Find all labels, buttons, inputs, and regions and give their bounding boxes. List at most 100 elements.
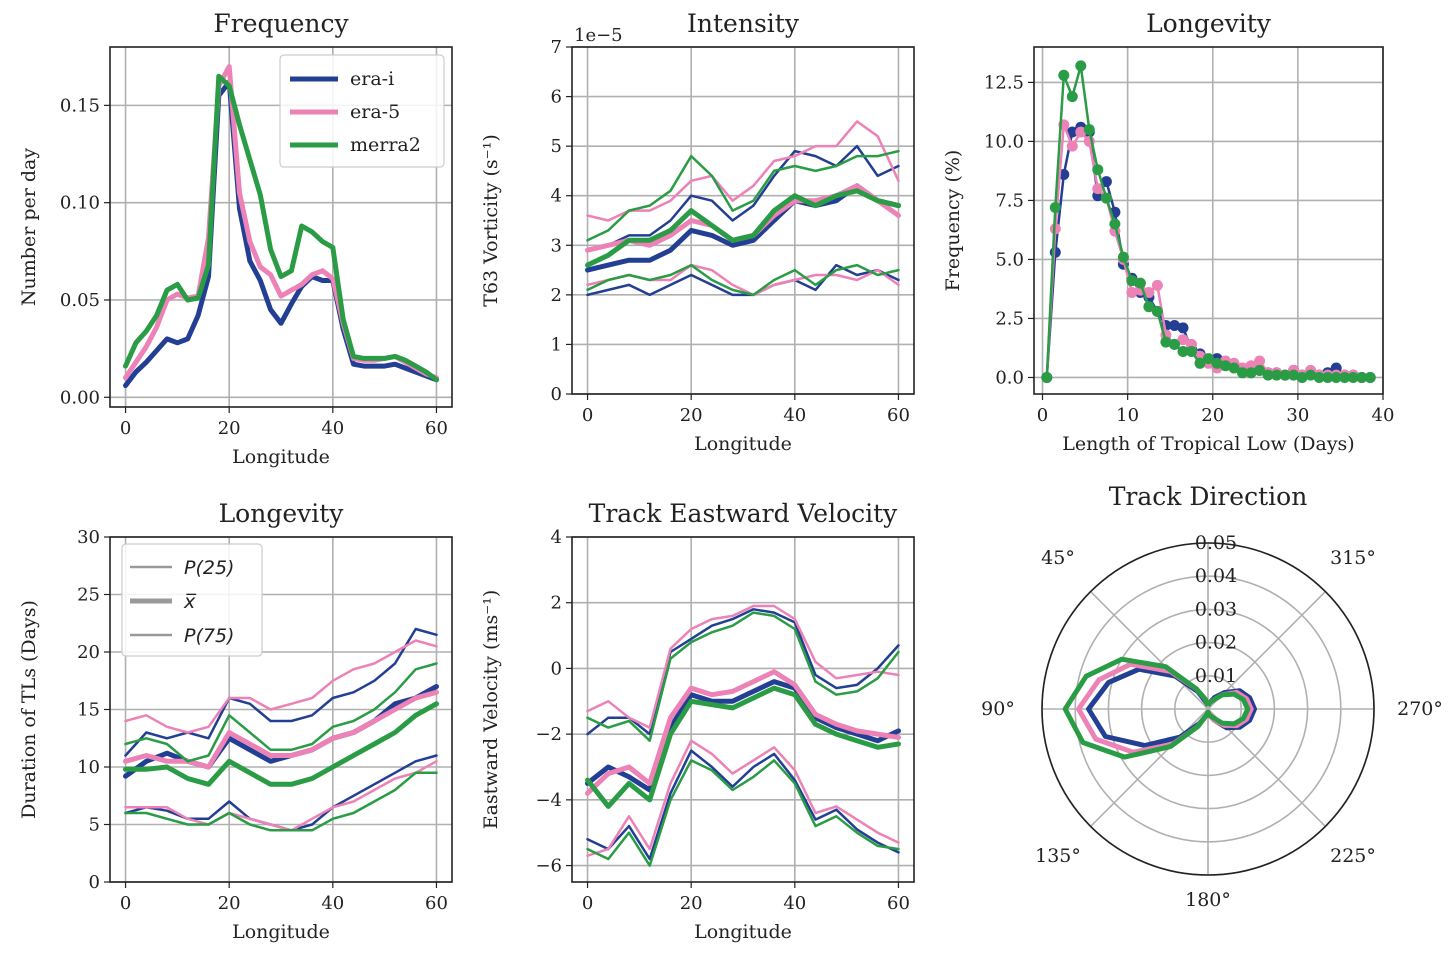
point-merra2 xyxy=(1058,69,1070,81)
legend-label-era-i: era-i xyxy=(350,68,394,90)
y-tick-label: 10.0 xyxy=(984,131,1024,152)
y-tick-label: −4 xyxy=(535,790,562,811)
x-tick-label: 0 xyxy=(582,405,593,426)
panel-longevity_lon: 0 20 40 60 0 5 10 15 20 25 30 Longevity Longitude Dur… xyxy=(18,499,453,943)
series-line-merra2-mean xyxy=(123,701,439,787)
y-tick-label: 2 xyxy=(551,593,562,614)
series-line-era-5-mean xyxy=(585,669,901,796)
x-tick-label: 40 xyxy=(1372,405,1395,426)
point-era-5 xyxy=(1092,183,1104,195)
series-line-merra2-P75 xyxy=(586,149,900,242)
y-axis-label: Frequency (%) xyxy=(942,150,964,292)
y-tick-label: 7 xyxy=(551,37,562,58)
panel-velocity: 0 20 40 60 −6 −4 −2 0 2 4 Track Eastward Velocity L… xyxy=(480,499,915,943)
y-axis-label: Duration of TLs (Days) xyxy=(18,600,40,819)
point-merra2 xyxy=(1220,360,1231,372)
y-tick-label: 25 xyxy=(77,585,100,606)
panel-freq: 0 20 40 60 0.00 0.05 0.10 0.15 Frequency Longitud… xyxy=(18,9,453,468)
point-merra2 xyxy=(1049,202,1061,213)
y-axis-label: T63 Vorticity (s⁻¹) xyxy=(480,134,502,306)
series-line-era-i xyxy=(123,79,439,389)
polar-frame xyxy=(1041,542,1375,876)
point-merra2 xyxy=(1126,275,1138,287)
y-tick-label: 0.00 xyxy=(60,387,100,408)
point-merra2 xyxy=(1194,357,1206,369)
panel-intensity: 0 20 40 60 0 1 2 3 4 5 6 7 Intensity Longitude T63 Vor… xyxy=(480,9,915,455)
polar-grid-spoke xyxy=(1090,591,1209,710)
series-line-era-i-mean xyxy=(585,679,901,793)
panel-direction: 0.01 0.02 0.03 0.04 0.05 45° 315° 90° 270° 135° 22… xyxy=(981,482,1443,911)
y-tick-label: 15 xyxy=(77,700,100,721)
point-merra2 xyxy=(1186,346,1197,357)
y-tick-label: 30 xyxy=(77,527,100,548)
point-merra2 xyxy=(1228,362,1240,374)
x-tick-label: 20 xyxy=(1201,405,1224,426)
point-merra2 xyxy=(1262,369,1274,381)
polar-angle-label: 180° xyxy=(1185,889,1231,911)
point-merra2 xyxy=(1075,60,1087,72)
legend-box xyxy=(121,543,263,657)
legend: era-i era-5 merra2 xyxy=(279,54,445,168)
polar-angle-label: 90° xyxy=(981,698,1015,720)
point-merra2 xyxy=(1211,357,1223,369)
series-line-era-5-P75 xyxy=(586,604,900,729)
series-line-era-i-P25 xyxy=(586,263,900,297)
x-tick-label: 0 xyxy=(120,418,131,439)
point-merra2 xyxy=(1066,91,1078,103)
chart-title: Longevity xyxy=(1146,9,1272,38)
y-tick-label: 5 xyxy=(89,815,100,836)
y-tick-label: −2 xyxy=(535,724,562,745)
series-line-merra2-P25 xyxy=(124,771,438,832)
y-tick-label: 5.0 xyxy=(995,249,1024,270)
series-line-era-5-mean xyxy=(123,689,439,770)
y-tick-label: 4 xyxy=(551,527,562,548)
series-line-merra2-P75 xyxy=(586,611,900,742)
x-tick-label: 60 xyxy=(887,405,910,426)
legend-box xyxy=(279,54,445,168)
y-tick-label: 0.05 xyxy=(60,290,100,311)
x-axis-label: Length of Tropical Low (Days) xyxy=(1062,433,1354,455)
y-tick-label: 20 xyxy=(77,642,100,663)
x-tick-label: 20 xyxy=(680,893,703,914)
point-merra2 xyxy=(1356,372,1368,383)
series-line-merra2-P75 xyxy=(124,662,438,763)
y-tick-label: 0 xyxy=(551,658,562,679)
x-tick-label: 60 xyxy=(887,893,910,914)
point-merra2 xyxy=(1160,336,1172,348)
point-era-5 xyxy=(1075,126,1087,138)
series-line-merra2-mean xyxy=(585,685,901,809)
stat-legend: P(25) x̅ P(75) xyxy=(121,543,263,657)
series-line-era-5-P25 xyxy=(586,739,900,857)
point-merra2 xyxy=(1203,353,1214,365)
chart-title: Track Direction xyxy=(1109,482,1308,511)
point-merra2 xyxy=(1177,346,1189,357)
point-merra2 xyxy=(1322,372,1334,383)
polar-grid-spoke xyxy=(1207,591,1326,710)
point-merra2 xyxy=(1288,369,1300,381)
polar-angle-label: 225° xyxy=(1330,845,1376,867)
x-tick-label: 0 xyxy=(1037,405,1048,426)
y-tick-label: 10 xyxy=(77,757,100,778)
legend-label-era-5: era-5 xyxy=(350,101,400,123)
point-era-5 xyxy=(1143,287,1155,298)
point-merra2 xyxy=(1245,367,1257,379)
point-era-5 xyxy=(1254,355,1266,367)
point-merra2 xyxy=(1364,372,1376,383)
series-line-era-i-P75 xyxy=(124,627,438,757)
series-line-merra2-P25 xyxy=(586,263,900,297)
point-era-i xyxy=(1169,320,1180,331)
y-tick-label: 0 xyxy=(551,384,562,405)
point-merra2 xyxy=(1254,364,1266,376)
x-tick-label: 20 xyxy=(218,893,241,914)
x-tick-label: 60 xyxy=(425,418,448,439)
series-line-merra2-P25 xyxy=(586,759,900,867)
x-tick-label: 40 xyxy=(783,893,806,914)
x-axis-label: Longitude xyxy=(694,921,792,943)
y-tick-label: 0 xyxy=(89,872,100,893)
polar-r-tick-label: 0.01 xyxy=(1195,665,1237,687)
x-tick-label: 0 xyxy=(120,893,131,914)
polar-series-merra2 xyxy=(1062,656,1251,760)
x-axis-label: Longitude xyxy=(232,921,330,943)
polar-angle-label: 45° xyxy=(1041,547,1075,569)
